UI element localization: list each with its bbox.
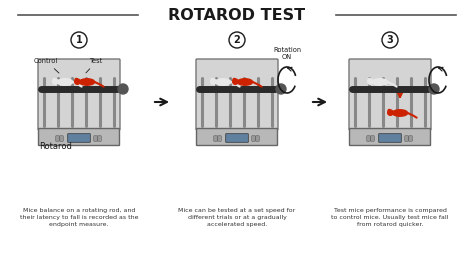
FancyBboxPatch shape bbox=[197, 129, 277, 145]
Text: 2: 2 bbox=[234, 35, 240, 45]
FancyBboxPatch shape bbox=[38, 59, 120, 130]
FancyBboxPatch shape bbox=[367, 136, 370, 141]
Text: Test: Test bbox=[86, 58, 104, 73]
Circle shape bbox=[368, 79, 373, 84]
Ellipse shape bbox=[373, 79, 388, 85]
FancyBboxPatch shape bbox=[218, 136, 221, 141]
Circle shape bbox=[71, 32, 87, 48]
FancyBboxPatch shape bbox=[252, 136, 255, 141]
Text: Test mice performance is compared
to control mice. Usually test mice fall
from r: Test mice performance is compared to con… bbox=[331, 208, 449, 227]
Circle shape bbox=[388, 110, 393, 115]
FancyBboxPatch shape bbox=[38, 129, 119, 145]
FancyBboxPatch shape bbox=[56, 136, 59, 141]
Ellipse shape bbox=[392, 110, 408, 116]
FancyBboxPatch shape bbox=[379, 134, 401, 142]
Circle shape bbox=[53, 79, 58, 84]
Circle shape bbox=[388, 109, 391, 112]
FancyBboxPatch shape bbox=[98, 136, 101, 141]
Circle shape bbox=[75, 79, 80, 84]
Text: Rotarod: Rotarod bbox=[39, 142, 72, 151]
Circle shape bbox=[368, 78, 371, 81]
Circle shape bbox=[233, 78, 236, 81]
FancyBboxPatch shape bbox=[256, 136, 259, 141]
Circle shape bbox=[229, 32, 245, 48]
Circle shape bbox=[211, 78, 213, 81]
FancyBboxPatch shape bbox=[349, 59, 431, 130]
Text: Rotation
ON: Rotation ON bbox=[273, 47, 301, 60]
FancyBboxPatch shape bbox=[409, 136, 412, 141]
Ellipse shape bbox=[215, 79, 231, 85]
Circle shape bbox=[276, 84, 286, 94]
FancyBboxPatch shape bbox=[349, 129, 430, 145]
FancyBboxPatch shape bbox=[196, 59, 278, 130]
Text: 1: 1 bbox=[76, 35, 82, 45]
FancyBboxPatch shape bbox=[371, 136, 374, 141]
Circle shape bbox=[53, 78, 55, 81]
Text: 3: 3 bbox=[387, 35, 393, 45]
Text: Mice balance on a rotating rod, and
their latency to fall is recorded as the
end: Mice balance on a rotating rod, and thei… bbox=[20, 208, 138, 227]
Ellipse shape bbox=[237, 79, 253, 85]
FancyBboxPatch shape bbox=[226, 134, 248, 142]
Ellipse shape bbox=[79, 79, 95, 85]
Text: Mice can be tested at a set speed for
different trials or at a gradually
acceler: Mice can be tested at a set speed for di… bbox=[178, 208, 296, 227]
Text: Control: Control bbox=[34, 58, 59, 73]
Text: ROTAROD TEST: ROTAROD TEST bbox=[168, 7, 306, 23]
FancyBboxPatch shape bbox=[214, 136, 217, 141]
FancyBboxPatch shape bbox=[94, 136, 97, 141]
Circle shape bbox=[382, 32, 398, 48]
Circle shape bbox=[118, 84, 128, 94]
Circle shape bbox=[210, 79, 216, 84]
Ellipse shape bbox=[57, 79, 73, 85]
Circle shape bbox=[429, 84, 439, 94]
FancyBboxPatch shape bbox=[405, 136, 408, 141]
Circle shape bbox=[233, 79, 238, 84]
FancyBboxPatch shape bbox=[60, 136, 63, 141]
Circle shape bbox=[75, 78, 77, 81]
FancyBboxPatch shape bbox=[68, 134, 91, 142]
